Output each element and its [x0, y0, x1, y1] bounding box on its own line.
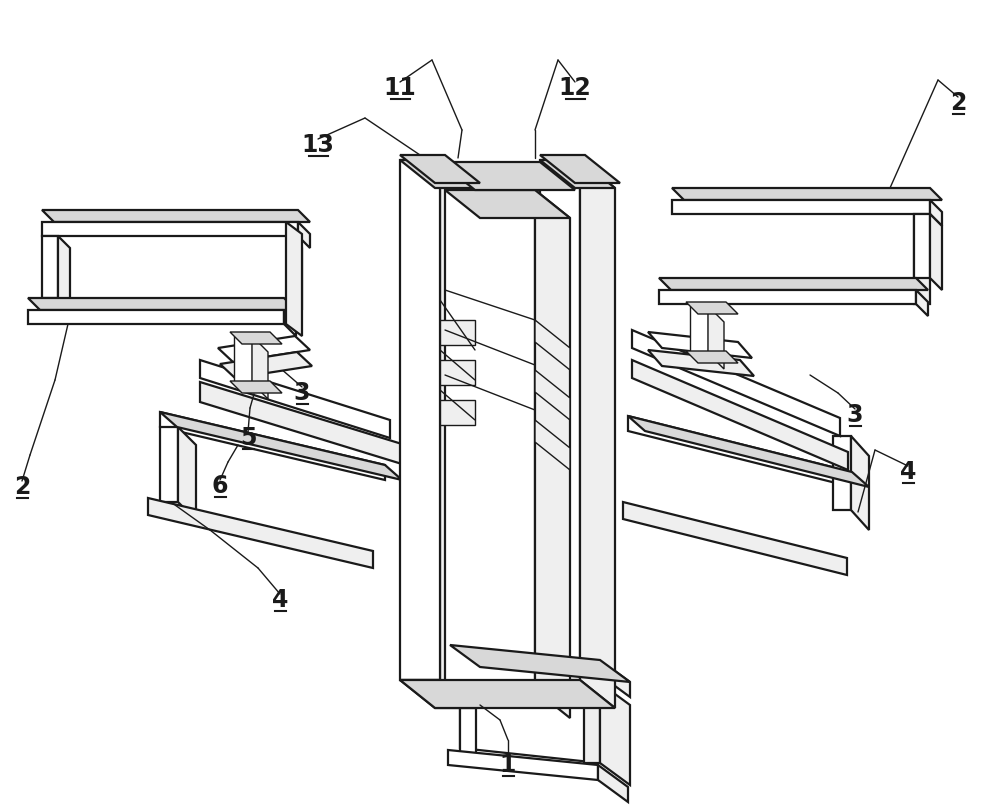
- Text: 13: 13: [302, 133, 334, 157]
- Text: 3: 3: [847, 403, 863, 427]
- Polygon shape: [450, 645, 630, 682]
- Polygon shape: [632, 360, 848, 470]
- Polygon shape: [540, 160, 615, 188]
- Polygon shape: [460, 660, 600, 763]
- Polygon shape: [400, 155, 480, 183]
- Polygon shape: [460, 675, 476, 755]
- Polygon shape: [234, 336, 252, 383]
- Polygon shape: [648, 332, 752, 358]
- Polygon shape: [178, 427, 196, 520]
- Polygon shape: [400, 160, 475, 188]
- Text: 4: 4: [900, 460, 916, 484]
- Polygon shape: [200, 360, 390, 438]
- Polygon shape: [160, 427, 178, 502]
- Polygon shape: [584, 683, 600, 763]
- Polygon shape: [916, 290, 928, 316]
- Polygon shape: [440, 400, 475, 425]
- Polygon shape: [628, 416, 869, 487]
- Polygon shape: [648, 350, 754, 376]
- Polygon shape: [28, 310, 284, 324]
- Polygon shape: [600, 683, 630, 785]
- Polygon shape: [218, 336, 310, 362]
- Polygon shape: [672, 200, 930, 214]
- Polygon shape: [445, 190, 535, 690]
- Polygon shape: [286, 222, 302, 336]
- Polygon shape: [535, 370, 570, 420]
- Polygon shape: [535, 320, 570, 370]
- Text: 2: 2: [14, 475, 30, 499]
- Polygon shape: [448, 750, 598, 780]
- Polygon shape: [690, 306, 708, 353]
- Polygon shape: [252, 336, 268, 399]
- Polygon shape: [632, 330, 840, 436]
- Polygon shape: [440, 320, 475, 345]
- Polygon shape: [600, 660, 630, 697]
- Polygon shape: [200, 382, 415, 468]
- Polygon shape: [540, 160, 580, 680]
- Polygon shape: [440, 162, 575, 190]
- Polygon shape: [623, 502, 847, 575]
- Polygon shape: [220, 352, 312, 378]
- Polygon shape: [628, 416, 852, 487]
- Polygon shape: [160, 412, 402, 480]
- Polygon shape: [284, 310, 296, 336]
- Polygon shape: [535, 190, 570, 718]
- Polygon shape: [535, 420, 570, 470]
- Polygon shape: [400, 680, 615, 708]
- Text: 4: 4: [272, 588, 288, 612]
- Polygon shape: [440, 160, 475, 708]
- Polygon shape: [540, 155, 620, 183]
- Polygon shape: [914, 214, 930, 278]
- Polygon shape: [400, 160, 440, 680]
- Polygon shape: [440, 360, 475, 385]
- Text: 12: 12: [559, 76, 591, 100]
- Text: 1: 1: [500, 753, 516, 777]
- Polygon shape: [445, 190, 570, 218]
- Polygon shape: [42, 210, 310, 222]
- Polygon shape: [686, 351, 738, 363]
- Polygon shape: [930, 214, 942, 290]
- Text: 11: 11: [384, 76, 416, 100]
- Polygon shape: [160, 412, 385, 480]
- Polygon shape: [851, 436, 869, 530]
- Polygon shape: [672, 188, 942, 200]
- Polygon shape: [42, 222, 298, 236]
- Polygon shape: [598, 765, 628, 802]
- Polygon shape: [290, 236, 302, 310]
- Polygon shape: [708, 306, 724, 369]
- Polygon shape: [930, 200, 942, 226]
- Polygon shape: [659, 278, 928, 290]
- Polygon shape: [833, 436, 851, 510]
- Polygon shape: [686, 302, 738, 314]
- Polygon shape: [28, 298, 296, 310]
- Text: 3: 3: [294, 381, 310, 405]
- Polygon shape: [580, 160, 615, 708]
- Polygon shape: [450, 645, 600, 675]
- Text: 2: 2: [950, 91, 966, 115]
- Polygon shape: [400, 680, 475, 708]
- Text: 5: 5: [240, 426, 256, 450]
- Polygon shape: [298, 222, 310, 248]
- Polygon shape: [914, 214, 930, 304]
- Polygon shape: [230, 381, 282, 393]
- Polygon shape: [42, 236, 58, 298]
- Text: 6: 6: [212, 474, 228, 498]
- Polygon shape: [148, 498, 373, 568]
- Polygon shape: [659, 290, 916, 304]
- Polygon shape: [58, 236, 70, 310]
- Polygon shape: [230, 332, 282, 344]
